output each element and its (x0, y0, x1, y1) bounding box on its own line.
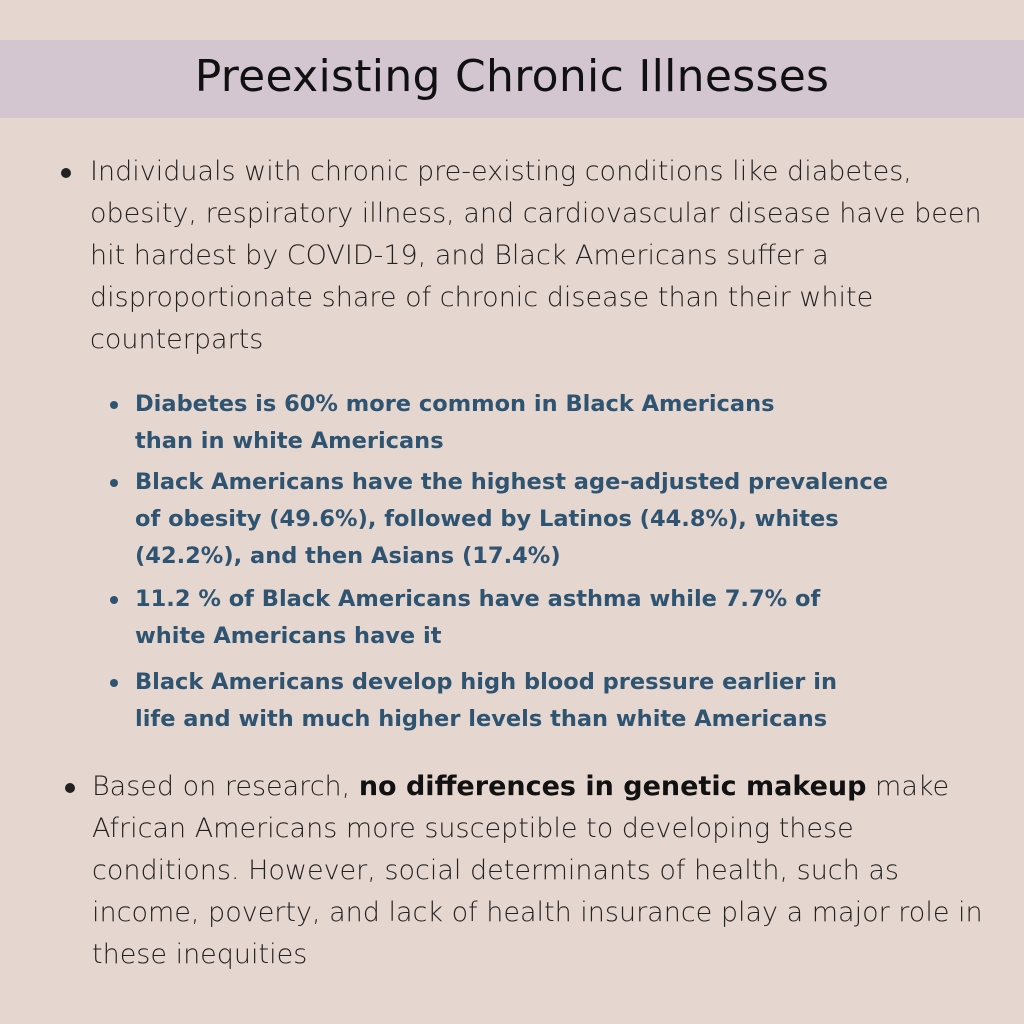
sub-bullet-dot-icon (110, 679, 118, 687)
bullet-line: income, poverty, and lack of health insu… (92, 897, 983, 928)
sub-bullet-line: Black Americans have the highest age-adj… (135, 469, 888, 495)
sub-bullet-dot-icon (110, 479, 118, 487)
sub-bullet-line: 11.2 % of Black Americans have asthma wh… (135, 586, 821, 612)
sub-bullet-line: than in white Americans (135, 428, 444, 454)
sub-bullet-blood-pressure: Black Americans develop high blood press… (135, 664, 965, 738)
sub-bullet-line: life and with much higher levels than wh… (135, 706, 828, 732)
bullet-dot-icon (65, 783, 75, 793)
bullet-chronic-conditions: Individuals with chronic pre-existing co… (90, 151, 990, 361)
bullet-text: make (866, 771, 950, 802)
title-band: Preexisting Chronic Illnesses (0, 40, 1024, 118)
sub-bullet-asthma: 11.2 % of Black Americans have asthma wh… (135, 581, 965, 655)
bullet-line: Based on research, no differences in gen… (92, 766, 992, 808)
bullet-line: Individuals with chronic pre-existing co… (90, 156, 912, 187)
bullet-line: conditions. However, social determinants… (92, 855, 899, 886)
sub-bullet-dot-icon (110, 596, 118, 604)
sub-bullet-line: of obesity (49.6%), followed by Latinos … (135, 506, 839, 532)
bullet-genetic-makeup: Based on research, no differences in gen… (92, 766, 992, 976)
sub-bullet-line: Diabetes is 60% more common in Black Ame… (135, 391, 775, 417)
sub-bullet-obesity: Black Americans have the highest age-adj… (135, 464, 965, 575)
bullet-line: counterparts (90, 324, 264, 355)
bullet-line: hit hardest by COVID-19, and Black Ameri… (90, 240, 829, 271)
page-title: Preexisting Chronic Illnesses (194, 51, 830, 102)
sub-bullet-line: (42.2%), and then Asians (17.4%) (135, 543, 561, 569)
bullet-text: Based on research, (92, 771, 359, 802)
sub-bullet-line: Black Americans develop high blood press… (135, 669, 837, 695)
sub-bullet-line: white Americans have it (135, 623, 442, 649)
sub-bullet-diabetes: Diabetes is 60% more common in Black Ame… (135, 386, 965, 460)
bullet-dot-icon (61, 168, 71, 178)
sub-bullet-dot-icon (110, 401, 118, 409)
bullet-line: these inequities (92, 939, 308, 970)
bullet-line: African Americans more susceptible to de… (92, 813, 854, 844)
bullet-line: obesity, respiratory illness, and cardio… (90, 198, 982, 229)
bullet-line: disproportionate share of chronic diseas… (90, 282, 874, 313)
emphasis-text: no differences in genetic makeup (358, 771, 867, 802)
